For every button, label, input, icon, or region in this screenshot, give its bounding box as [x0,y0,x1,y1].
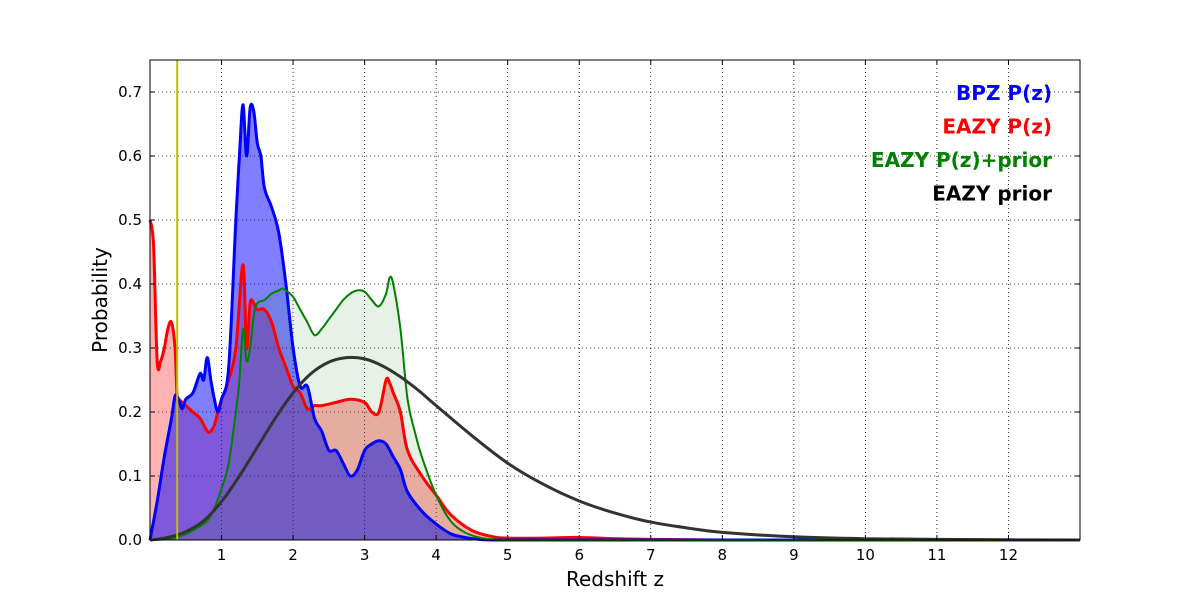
bpz-p-z-line [148,102,1080,542]
x-tick-label: 2 [288,546,298,564]
x-tick-label: 1 [217,546,227,564]
x-tick-label: 8 [718,546,728,564]
x-tick-label: 10 [856,546,875,564]
y-tick-label: 0.0 [118,531,142,549]
plot-frame [149,59,1081,541]
y-axis-title: Probability [88,247,112,353]
y-tick-label: 0.6 [118,147,142,165]
x-tick-label: 12 [999,546,1018,564]
y-tick-label: 0.3 [118,339,142,357]
y-tick-label: 0.7 [118,83,142,101]
series-lines [148,102,1081,542]
legend: BPZ P(z) EAZY P(z) EAZY P(z)+prior EAZY pri… [871,81,1052,206]
x-tick-label: 6 [574,546,584,564]
series-fills [150,104,1080,540]
eazy-p-z-prior-line [149,275,1080,542]
legend-item-eazy-p-z: EAZY P(z) [942,115,1052,139]
x-tick-label: 4 [431,546,441,564]
x-tick-label: 5 [503,546,513,564]
y-tick-label: 0.1 [118,467,142,485]
x-tick-label: 9 [789,546,799,564]
legend-item-bpz-p-z: BPZ P(z) [956,81,1052,105]
x-tick-label: 7 [646,546,656,564]
y-tick-label: 0.5 [118,211,142,229]
x-tick-label: 11 [927,546,946,564]
axis-ticks: 1 2 3 4 5 6 7 8 9 10 11 120.00.10.20.30.40.50.60.7 [118,60,1080,564]
eazy-p-z-prior-fill [150,276,1080,540]
legend-item-eazy-prior: EAZY prior [932,182,1052,206]
eazy-prior-line [149,355,1081,542]
legend-item-eazy-p-z-prior: EAZY P(z)+prior [871,148,1052,172]
y-tick-label: 0.2 [118,403,142,421]
x-axis-title: Redshift z [566,567,664,591]
bpz-p-z-fill [150,104,1080,540]
y-tick-label: 0.4 [118,275,142,293]
x-tick-label: 3 [360,546,370,564]
